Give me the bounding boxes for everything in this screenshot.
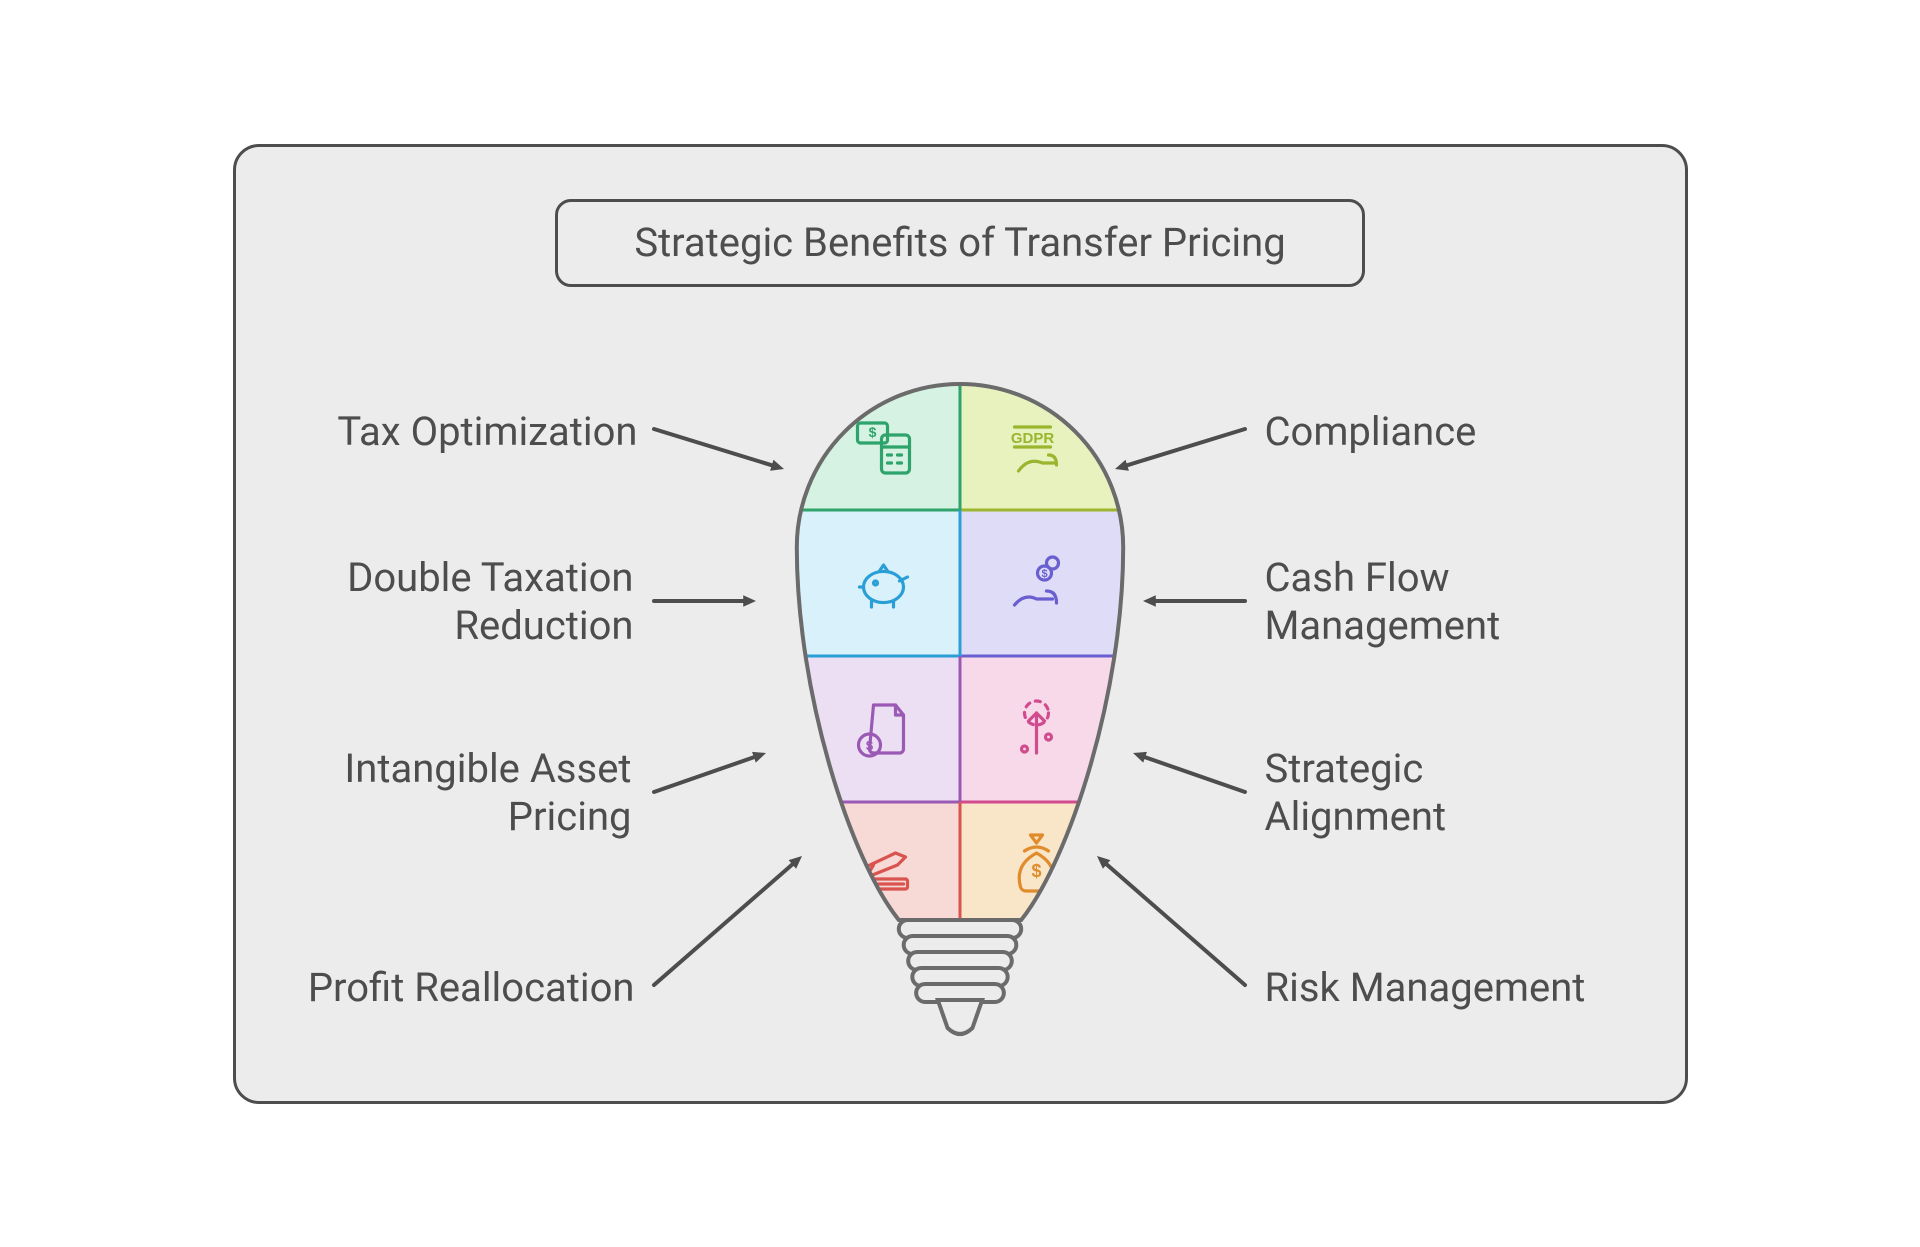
svg-text:$: $ <box>866 738 874 753</box>
label-tax-optimization: Tax Optimization <box>328 408 638 456</box>
svg-text:$: $ <box>1041 568 1047 580</box>
svg-text:GDPR: GDPR <box>1011 430 1055 447</box>
label-risk-management: Risk Management <box>1265 964 1605 1012</box>
svg-text:$: $ <box>869 424 877 440</box>
lightbulb-svg: $ GDPR $ $ $ <box>790 380 1130 1080</box>
svg-text:$: $ <box>1031 861 1041 881</box>
diagram-frame: Strategic Benefits of Transfer Pricing T… <box>233 144 1688 1104</box>
lightbulb: $ GDPR $ $ $ <box>790 380 1130 1080</box>
label-strategic-align: StrategicAlignment <box>1265 745 1525 841</box>
label-double-taxation: Double TaxationReduction <box>324 554 634 650</box>
label-compliance: Compliance <box>1265 408 1575 456</box>
label-profit-reallocation: Profit Reallocation <box>295 964 635 1012</box>
label-cash-flow: Cash FlowManagement <box>1265 554 1575 650</box>
label-intangible-asset: Intangible AssetPricing <box>342 745 632 841</box>
